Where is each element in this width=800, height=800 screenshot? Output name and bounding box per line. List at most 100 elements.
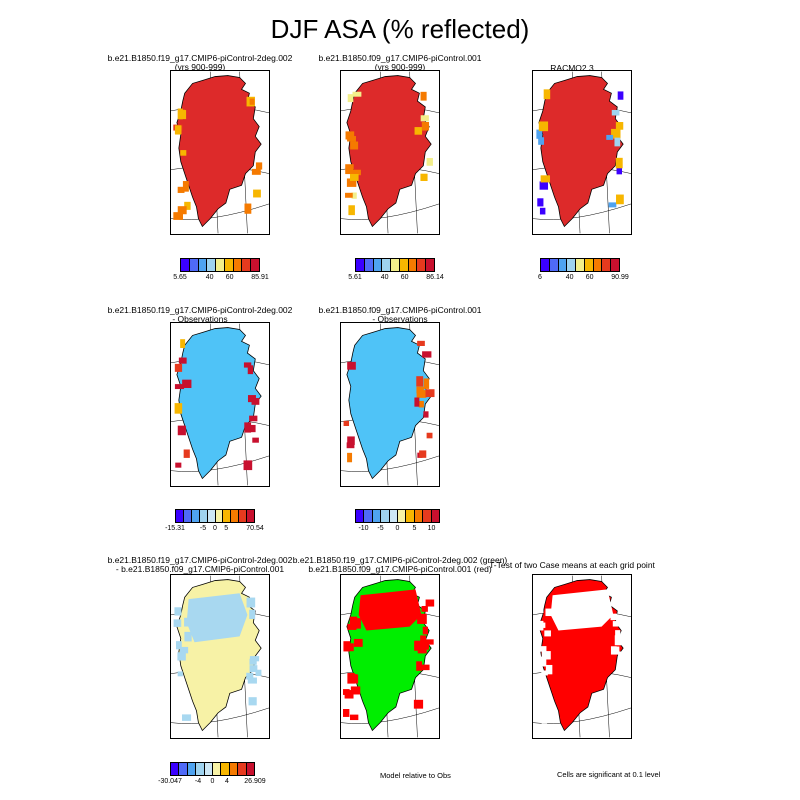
colorbar-cell xyxy=(414,510,424,522)
grid-cell xyxy=(543,89,551,100)
grid-cell xyxy=(177,108,183,120)
grid-cell xyxy=(539,646,547,652)
grid-cell xyxy=(541,713,548,724)
colorbar-cell xyxy=(207,259,217,271)
grid-cell xyxy=(247,395,256,403)
ice-sheet-field xyxy=(176,75,262,228)
grid-cell xyxy=(352,618,361,629)
colorbar-cell xyxy=(191,510,200,522)
grid-cell xyxy=(352,169,361,176)
greenland-map xyxy=(340,70,440,235)
colorbar-cell xyxy=(602,259,612,271)
colorbar-labels: -15.31 -5 0 5 70.54 xyxy=(165,523,264,533)
grid-cell xyxy=(414,127,423,135)
panel-title: b.e21.B1850.f19_g17.CMIP6-piControl-2deg… xyxy=(250,556,550,574)
grid-cell xyxy=(617,91,624,100)
panel-title: b.e21.B1850.f09_g17.CMIP6-piControl.001(… xyxy=(250,54,550,72)
panel-title-line: RACMO2.3 xyxy=(550,63,594,73)
grid-cell xyxy=(425,599,435,607)
colorbar-cell xyxy=(239,510,248,522)
colorbar-cell xyxy=(423,510,432,522)
grid-cell xyxy=(421,605,428,612)
colorbar-tick-label: 0 xyxy=(395,525,400,532)
grid-cell xyxy=(536,707,542,714)
grid-cell xyxy=(347,643,354,652)
panel-caption: Cells are significant at 0.1 level xyxy=(557,770,661,779)
grid-cell xyxy=(541,651,551,660)
grid-cell xyxy=(347,673,355,684)
grid-cell xyxy=(352,91,362,97)
grid-cell xyxy=(177,186,185,193)
panel-title: RACMO2.3 xyxy=(422,64,722,73)
grid-cell xyxy=(420,115,429,122)
colorbar-cell xyxy=(246,763,255,775)
grid-cell xyxy=(174,607,182,616)
colorbar-cell xyxy=(584,259,594,271)
grid-cell xyxy=(178,357,187,364)
grid-cell xyxy=(182,181,189,192)
panel-title-line: b.e21.B1850.f09_g17.CMIP6-piControl.001 … xyxy=(308,564,492,574)
colorbar-cell xyxy=(207,510,216,522)
grid-cell xyxy=(417,340,425,346)
grid-cell xyxy=(345,131,355,140)
grid-cell xyxy=(179,110,187,120)
colorbar-tick-label: 5.61 xyxy=(348,274,362,281)
panel-title-line: T-Test of two Case means at each grid po… xyxy=(489,560,655,570)
colorbar-cell xyxy=(179,763,188,775)
grid-cell xyxy=(184,631,192,642)
colorbar-cell xyxy=(251,259,260,271)
greenland-map xyxy=(170,70,270,235)
grid-cell xyxy=(247,365,254,375)
panel-title-line: (yrs 900-999) xyxy=(174,62,226,72)
grid-cell xyxy=(347,452,353,463)
grid-cell xyxy=(608,202,617,208)
colorbar-tick-label: 86.14 xyxy=(426,274,444,281)
map-canvas xyxy=(341,71,439,234)
grid-cell xyxy=(351,192,357,199)
colorbar-cell xyxy=(372,510,382,522)
colorbar-tick-label: 4 xyxy=(224,778,229,785)
grid-cell xyxy=(613,715,620,726)
panel-title: b.e21.B1850.f19_g17.CMIP6-piControl-2deg… xyxy=(50,54,350,72)
grid-cell xyxy=(615,630,621,637)
colorbar-cell xyxy=(382,259,392,271)
grid-cell xyxy=(182,379,192,388)
graticule-line xyxy=(533,707,631,724)
grid-cell xyxy=(347,361,356,370)
grid-cell xyxy=(618,651,628,662)
colorbar-cell xyxy=(567,259,577,271)
colorbar-tick-label: 5 xyxy=(412,525,417,532)
colorbar-tick-label: -30.047 xyxy=(158,778,182,785)
grid-cell xyxy=(353,638,363,647)
grid-cell xyxy=(346,442,355,449)
graticule-line xyxy=(533,203,631,220)
colorbar-cell xyxy=(187,763,197,775)
colorbar-cell xyxy=(231,510,240,522)
grid-cell xyxy=(616,165,623,175)
colorbar-cell xyxy=(176,510,184,522)
grid-cell xyxy=(611,109,620,116)
greenland-map xyxy=(340,322,440,487)
grid-cell xyxy=(347,623,357,630)
colorbar-cell xyxy=(576,259,585,271)
colorbar-cell xyxy=(364,259,374,271)
graticule-line xyxy=(171,707,269,724)
grid-cell xyxy=(426,432,433,439)
panel-title: b.e21.B1850.f09_g17.CMIP6-piControl.001-… xyxy=(250,306,550,324)
grid-cell xyxy=(181,714,192,721)
grid-cell xyxy=(611,128,621,139)
grid-region xyxy=(186,593,248,643)
colorbar-tick-label: -15.31 xyxy=(165,525,185,532)
colorbar-cell xyxy=(242,259,252,271)
colorbar-tick-label: 40 xyxy=(380,274,389,281)
colorbar-tick-label: 85.91 xyxy=(251,274,269,281)
colorbar-cells xyxy=(170,762,255,776)
colorbar-cell xyxy=(215,510,224,522)
grid-cell xyxy=(249,609,256,619)
colorbar-labels: 5.61 40 60 86.14 xyxy=(348,272,444,282)
grid-cell xyxy=(247,424,256,433)
grid-cell xyxy=(422,351,432,358)
graticule-line xyxy=(341,455,439,472)
grid-cell xyxy=(252,437,259,443)
grid-cell xyxy=(614,137,621,147)
